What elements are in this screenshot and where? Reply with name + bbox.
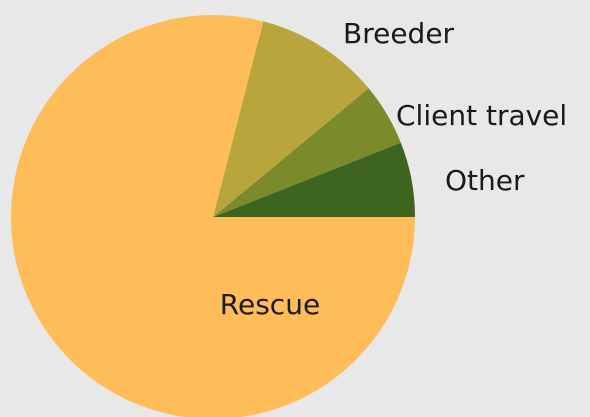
pie-labels: Rescue Breeder Client travel Other: [220, 17, 567, 321]
slice-label-breeder: Breeder: [343, 17, 455, 50]
slice-label-rescue: Rescue: [220, 288, 320, 321]
slice-label-client-travel: Client travel: [396, 99, 567, 132]
pie-slice-other: [213, 142, 415, 217]
pie-slice-client-travel: [213, 88, 401, 217]
pie-slice-breeder: [213, 21, 369, 217]
slice-label-other: Other: [445, 164, 525, 197]
pie-slice-rescue: [11, 15, 415, 417]
pie-slices: [11, 15, 415, 417]
